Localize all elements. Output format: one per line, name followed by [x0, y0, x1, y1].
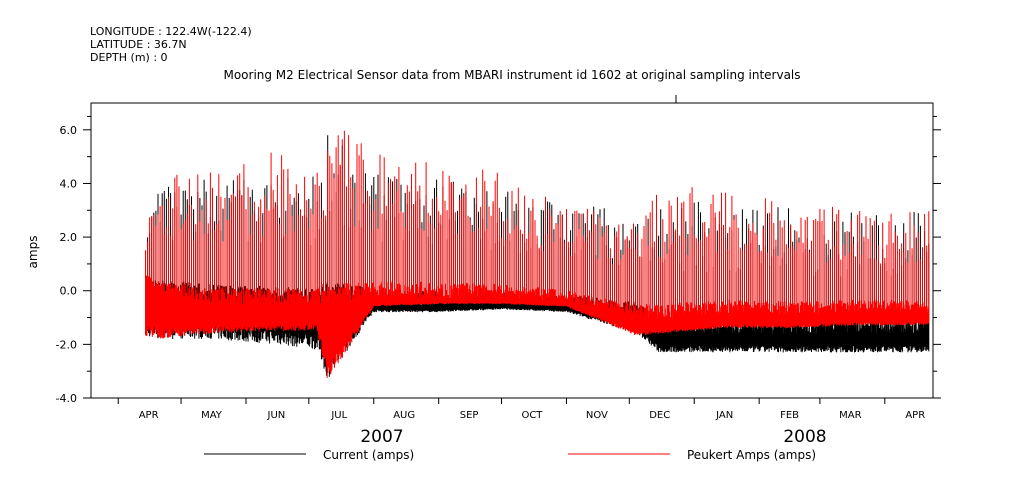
y-tick-label: 2.0	[60, 231, 78, 244]
header-longitude: LONGITUDE : 122.4W(-122.4)	[90, 25, 252, 38]
year-label-2007: 2007	[360, 427, 403, 447]
y-axis-label: amps	[26, 236, 40, 269]
y-axis-ticks: -4.0 -2.0 0.0 2.0 4.0 6.0	[56, 115, 941, 405]
x-month-label: AUG	[393, 410, 415, 421]
legend-label-peukert: Peukert Amps (amps)	[687, 448, 816, 462]
x-month-label: APR	[905, 410, 925, 421]
series-peukert-line	[145, 130, 930, 378]
y-tick-label: 6.0	[60, 124, 78, 137]
x-month-label: JUL	[330, 410, 347, 421]
x-month-label: MAY	[201, 410, 223, 421]
header-depth: DEPTH (m) : 0	[90, 51, 168, 64]
plot-area	[145, 130, 930, 378]
y-tick-label: 0.0	[60, 285, 78, 298]
x-month-label: DEC	[649, 410, 670, 421]
x-axis-ticks: APR MAY JUN JUL AUG SEP OCT NOV DEC JAN FEB MAR APR	[117, 398, 925, 421]
x-month-label: NOV	[586, 410, 608, 421]
x-month-label: MAR	[839, 410, 861, 421]
legend-label-current: Current (amps)	[323, 448, 414, 462]
y-tick-label: -4.0	[56, 392, 77, 405]
year-label-2008: 2008	[783, 427, 826, 447]
x-month-label: JAN	[715, 410, 733, 421]
y-tick-label: -2.0	[56, 338, 77, 351]
header-latitude: LATITUDE : 36.7N	[90, 38, 187, 51]
x-month-label: APR	[139, 410, 159, 421]
x-month-label: OCT	[521, 410, 543, 421]
x-month-label: JUN	[267, 410, 286, 421]
plot-frame	[90, 102, 934, 399]
x-month-label: FEB	[780, 410, 799, 421]
x-month-label: SEP	[460, 410, 479, 421]
y-tick-label: 4.0	[60, 177, 78, 190]
chart-title: Mooring M2 Electrical Sensor data from M…	[223, 68, 800, 82]
legend: Current (amps) Peukert Amps (amps)	[204, 448, 816, 462]
